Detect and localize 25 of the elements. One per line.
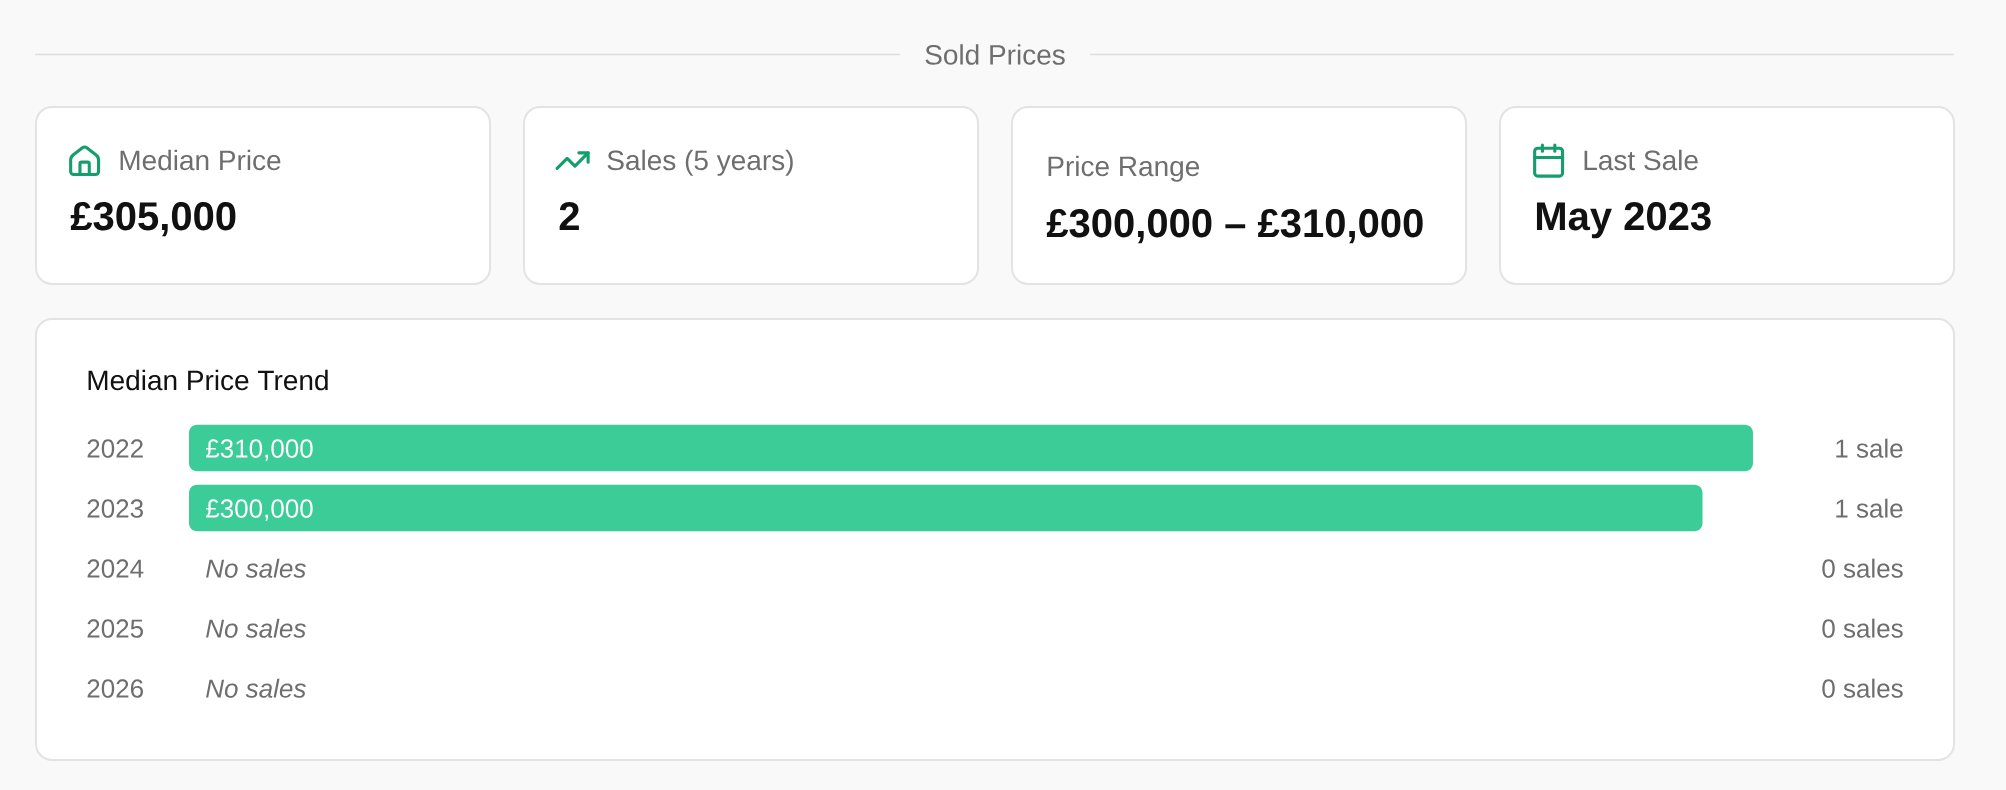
text: 0 sales [1822, 618, 1903, 638]
y-tick-label: 2025 [87, 619, 143, 638]
text: 1 sale [1836, 498, 1903, 518]
text: 1 sale [1836, 438, 1903, 458]
data-label: £300,000 [206, 499, 313, 521]
text: Sales (5 years) [607, 149, 793, 176]
text: 2 [559, 202, 579, 231]
text: No sales [206, 618, 306, 638]
text: 0 sales [1822, 558, 1903, 578]
chart-title: Median Price Trend [88, 369, 328, 391]
text: Price Range [1048, 155, 1200, 182]
text: £300,000 – £310,000 [1046, 209, 1423, 244]
text: Sold Prices [925, 44, 1065, 65]
text: May 2023 [1536, 202, 1711, 239]
text: Median Price [120, 149, 281, 171]
y-tick-label: 2024 [87, 559, 144, 578]
y-tick-label: 2026 [87, 679, 143, 698]
text: No sales [206, 678, 306, 698]
text: 0 sales [1822, 678, 1903, 698]
y-tick-label: 2023 [87, 499, 143, 518]
text: No sales [206, 558, 306, 578]
y-tick-label: 2022 [87, 439, 143, 458]
data-label: £310,000 [206, 439, 313, 461]
text: £305,000 [70, 202, 236, 237]
text: Last Sale [1584, 149, 1698, 171]
